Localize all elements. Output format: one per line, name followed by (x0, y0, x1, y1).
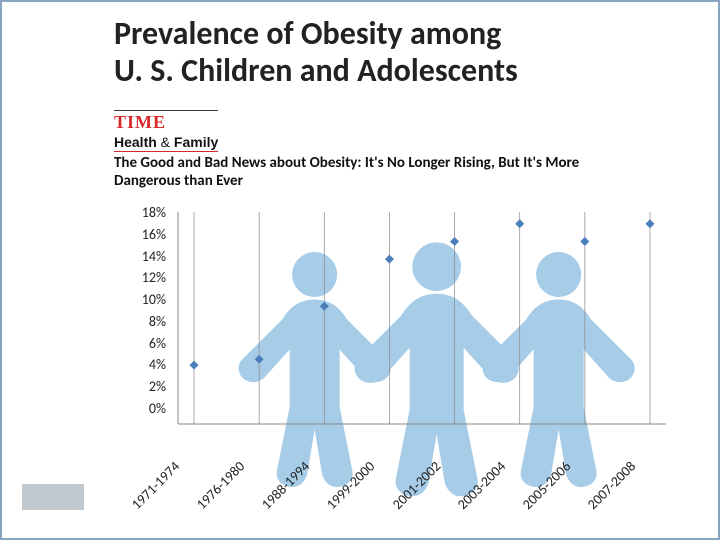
x-tick-label: 1999-2000 (323, 458, 378, 513)
hf-family: Family (174, 134, 218, 150)
slide: Prevalence of Obesity among U. S. Childr… (0, 0, 720, 540)
data-marker (320, 302, 329, 311)
data-marker (385, 255, 394, 264)
page-title: Prevalence of Obesity among U. S. Childr… (114, 16, 674, 90)
x-tick-label: 1976-1980 (193, 458, 248, 513)
article-subheadline: The Good and Bad News about Obesity: It'… (114, 154, 634, 190)
source-logo-block: TIME Health & Family (114, 110, 218, 152)
x-axis-labels: 1971-19741976-19801988-19941999-20002001… (178, 432, 668, 518)
y-tick-label: 4% (130, 356, 166, 374)
y-tick-label: 14% (130, 248, 166, 266)
data-marker (580, 237, 589, 246)
y-tick-label: 10% (130, 291, 166, 309)
x-tick-label: 1988-1994 (258, 458, 313, 513)
y-tick-label: 6% (130, 335, 166, 353)
y-axis-labels: 18% 16% 14% 12% 10% 8% 6% 4% 2% 0% (130, 204, 166, 418)
y-tick-label: 0% (130, 400, 166, 418)
hf-amp: & (157, 134, 174, 150)
x-tick-label: 2005-2006 (519, 458, 574, 513)
hf-health: Health (114, 134, 157, 150)
y-tick-label: 16% (130, 226, 166, 244)
data-marker (255, 355, 264, 364)
accent-bar (22, 484, 84, 510)
data-marker (450, 237, 459, 246)
y-tick-label: 18% (130, 204, 166, 222)
data-marker (646, 219, 655, 228)
data-marker (515, 219, 524, 228)
x-tick-label: 2001-2002 (389, 458, 444, 513)
x-tick-label: 2003-2004 (454, 458, 509, 513)
y-tick-label: 12% (130, 269, 166, 287)
y-tick-label: 8% (130, 313, 166, 331)
health-family-logo: Health & Family (114, 134, 218, 152)
x-tick-label: 2007-2008 (584, 458, 639, 513)
time-logo: TIME (114, 110, 218, 133)
data-marker (190, 361, 199, 370)
y-tick-label: 2% (130, 378, 166, 396)
obesity-chart: 18% 16% 14% 12% 10% 8% 6% 4% 2% 0% 1971-19741976-… (118, 200, 678, 520)
